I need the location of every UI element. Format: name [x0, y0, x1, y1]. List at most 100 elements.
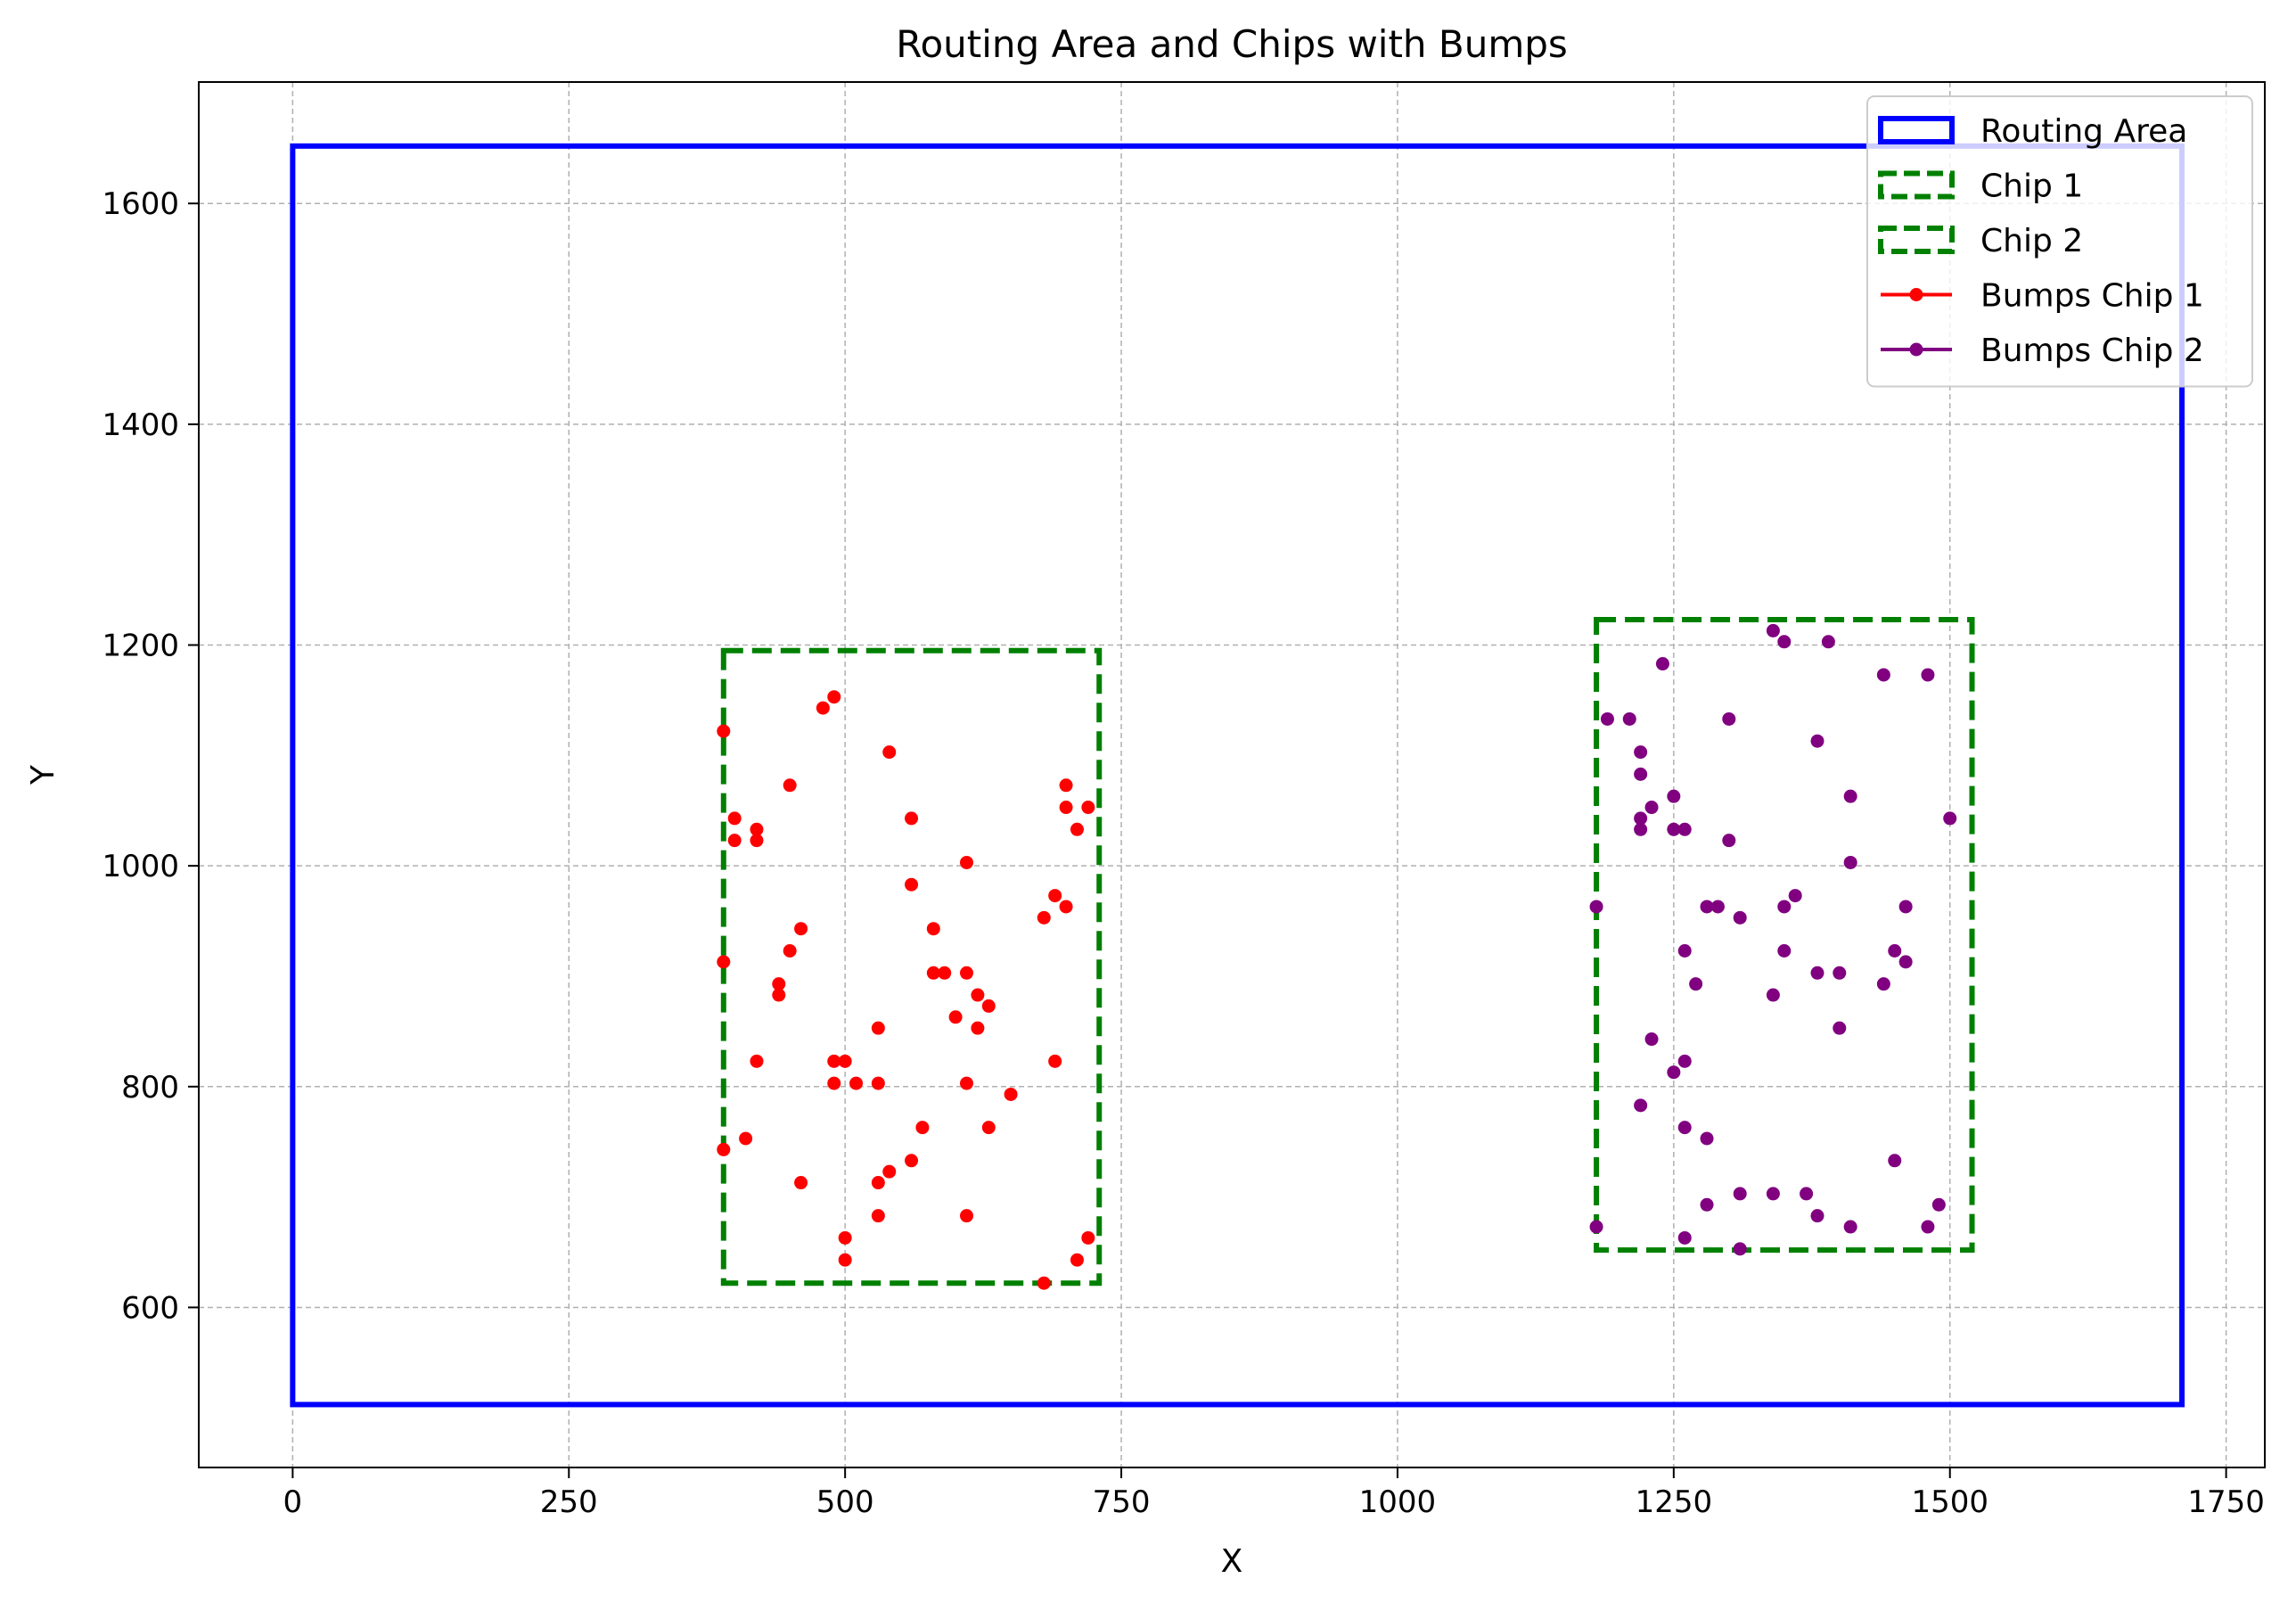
- bumps-chip-1-point: [871, 1209, 885, 1223]
- bumps-chip-2-point: [1655, 657, 1669, 671]
- bumps-chip-2-point: [1777, 900, 1792, 914]
- x-tick-label: 250: [540, 1484, 598, 1520]
- bumps-chip-1-point: [727, 811, 742, 826]
- legend-label-chip-1: Chip 1: [1980, 169, 2083, 205]
- bumps-chip-2-point: [1634, 745, 1648, 760]
- bumps-chip-1-point: [1059, 801, 1073, 815]
- bumps-chip-2-point: [1677, 1121, 1692, 1135]
- bumps-chip-1-point: [727, 834, 742, 848]
- bumps-chip-1-point: [772, 977, 786, 991]
- bumps-chip-1-point: [871, 1021, 885, 1035]
- bumps-chip-2-point: [1766, 1187, 1780, 1201]
- bumps-chip-1-point: [971, 1021, 985, 1035]
- bumps-chip-2-point: [1733, 910, 1747, 925]
- x-tick-label: 750: [1093, 1484, 1151, 1520]
- bumps-chip-2-point: [1766, 988, 1780, 1002]
- bumps-chip-2-point: [1634, 811, 1648, 826]
- x-axis-label: X: [1221, 1543, 1243, 1580]
- legend-swatch-chip-2: [1878, 226, 1955, 254]
- y-tick-label: 800: [121, 1070, 179, 1106]
- bumps-chip-1-point: [915, 1121, 930, 1135]
- bumps-chip-2-point: [1876, 977, 1890, 991]
- bumps-chip-2-point: [1888, 1154, 1902, 1168]
- bumps-chip-1-point: [960, 966, 974, 980]
- bumps-chip-1-point: [783, 778, 797, 793]
- bumps-chip-1-point: [905, 877, 919, 892]
- y-tick-label: 1400: [102, 407, 179, 443]
- bumps-chip-2-point: [1634, 822, 1648, 836]
- y-tick-label: 1600: [102, 186, 179, 222]
- bumps-chip-1-point: [1070, 822, 1084, 836]
- bumps-chip-1-point: [816, 701, 830, 715]
- bumps-chip-2-point: [1589, 900, 1603, 914]
- bumps-chip-2-point: [1833, 966, 1847, 980]
- legend-marker-bumps-chip-2: [1909, 342, 1923, 357]
- bumps-chip-2-point: [1733, 1187, 1747, 1201]
- bumps-chip-1-point: [1081, 801, 1095, 815]
- bumps-chip-2-point: [1843, 789, 1857, 803]
- bumps-chip-2-point: [1810, 734, 1824, 748]
- bumps-chip-2-point: [1921, 668, 1935, 682]
- bumps-chip-2-point: [1833, 1021, 1847, 1035]
- bumps-chip-2-point: [1921, 1220, 1935, 1234]
- bumps-chip-2-point: [1777, 944, 1792, 958]
- y-tick-label: 1200: [102, 629, 179, 664]
- legend-label-routing-area: Routing Area: [1980, 113, 2187, 150]
- legend-marker-bumps-chip-1: [1909, 288, 1923, 301]
- bumps-chip-1-point: [926, 966, 940, 980]
- bumps-chip-1-point: [717, 1142, 731, 1156]
- chip-2-rect: [1594, 617, 1975, 1254]
- bumps-chip-2-point: [1777, 635, 1792, 649]
- ticks: 0 250 500 750 1000 1250 1500 1750 600 800 1000 1200…: [102, 186, 2264, 1520]
- plot-frame: [198, 81, 2266, 1468]
- bumps-chip-1-point: [838, 1253, 852, 1267]
- bumps-chip-1-point: [871, 1176, 885, 1190]
- bumps-chip-2-point: [1931, 1197, 1946, 1212]
- bumps-chip-2-point: [1677, 1054, 1692, 1068]
- chart-title: Routing Area and Chips with Bumps: [896, 22, 1568, 66]
- bumps-chip-2-point: [1766, 623, 1780, 637]
- bumps-chip-1-point: [1004, 1087, 1018, 1101]
- bumps-chip-2-point: [1898, 900, 1913, 914]
- bumps-chip-1-point: [849, 1076, 864, 1090]
- bumps-chip-1-point: [926, 922, 940, 936]
- legend: Routing Area Chip 1 Chip 2 Bumps Chip 1 Bump…: [1866, 95, 2253, 388]
- bumps-chip-2-point: [1700, 1131, 1714, 1146]
- bumps-chip-2-point: [1722, 711, 1736, 726]
- bumps-chip-1-point: [981, 999, 996, 1013]
- bumps-chip-2-point: [1876, 668, 1890, 682]
- bumps-chip-1-point: [1070, 1253, 1084, 1267]
- y-tick-label: 1000: [102, 849, 179, 884]
- bumps-chip-1-point: [827, 1076, 841, 1090]
- bumps-chip-1-point: [750, 834, 764, 848]
- bumps-chip-1-point: [960, 1209, 974, 1223]
- bumps-chip-1-point: [838, 1230, 852, 1245]
- bumps-chip-1-point: [1048, 889, 1062, 903]
- bumps-chip-2-point: [1677, 944, 1692, 958]
- bumps-chip-1-point: [905, 811, 919, 826]
- bumps-chip-1-point: [882, 745, 897, 760]
- bumps-chip-1-point: [960, 855, 974, 869]
- bumps-chip-1-point: [717, 955, 731, 969]
- bumps-chip-2-point: [1733, 1242, 1747, 1256]
- bumps-chip-2-point: [1888, 944, 1902, 958]
- bumps-chip-1-point: [1081, 1230, 1095, 1245]
- bumps-chip-1-point: [827, 690, 841, 704]
- bumps-chip-2-point: [1600, 711, 1614, 726]
- routing-area-rect: [290, 143, 2185, 1408]
- bumps-chip-1-point: [739, 1131, 753, 1146]
- x-tick-label: 1500: [1911, 1484, 1988, 1520]
- bumps-chip-1-point: [1059, 778, 1073, 793]
- bumps-chip-1-point: [750, 1054, 764, 1068]
- bumps-chip-1-point: [1059, 900, 1073, 914]
- bumps-chip-1-point: [838, 1054, 852, 1068]
- legend-swatch-routing-area: [1878, 116, 1955, 144]
- bumps-chip-2-point: [1898, 955, 1913, 969]
- bumps-chip-2-point: [1810, 966, 1824, 980]
- legend-swatch-chip-1: [1878, 170, 1955, 200]
- bumps-chip-1-point: [971, 988, 985, 1002]
- bumps-chip-1-point: [981, 1121, 996, 1135]
- x-tick-label: 0: [283, 1484, 303, 1520]
- legend-box: [1866, 95, 2253, 388]
